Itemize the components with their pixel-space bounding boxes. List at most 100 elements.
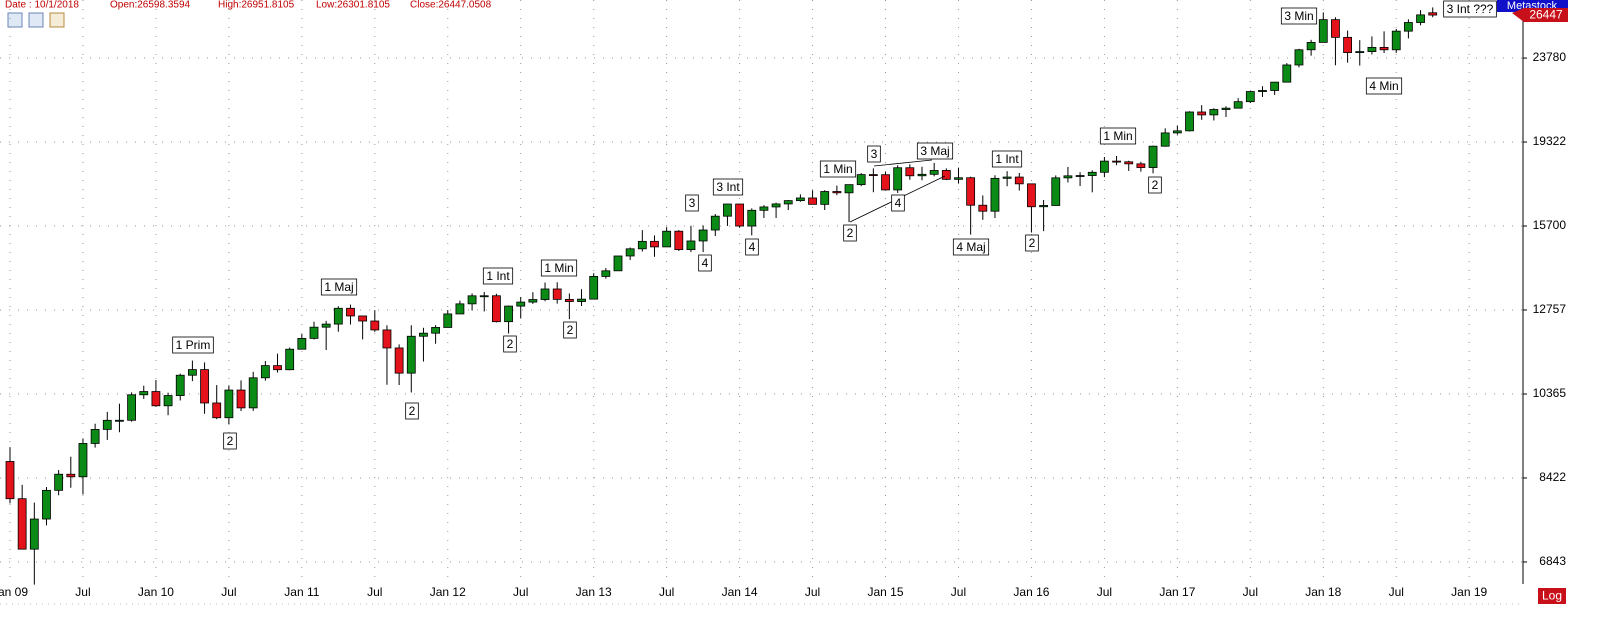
candle-body: [868, 174, 878, 176]
tool-icon[interactable]: [7, 12, 23, 28]
wave-label: 2: [507, 337, 514, 351]
candle-body: [893, 167, 903, 191]
wave-label-box: [1365, 77, 1403, 95]
candle-body: [917, 173, 927, 177]
candle-body: [236, 389, 246, 409]
candle-body: [978, 204, 988, 212]
candle-body: [224, 389, 234, 419]
candle-body: [406, 335, 416, 374]
x-tick-label: Jan 15: [868, 585, 904, 599]
candle-body: [1014, 176, 1024, 185]
candle-body: [796, 197, 805, 202]
toolbar[interactable]: [7, 12, 65, 28]
wave-label: 2: [409, 404, 416, 418]
wave-label: 2: [847, 226, 854, 240]
wave-label-box: [482, 267, 514, 285]
candle-body: [66, 473, 76, 478]
y-tick-label: 8422: [1539, 470, 1566, 484]
candle-body: [966, 177, 976, 206]
candle-body: [491, 295, 501, 323]
header-open: Open:26598.3594: [110, 0, 191, 11]
x-tick-label: Jan 18: [1305, 585, 1341, 599]
candle-body: [1136, 163, 1146, 168]
candle-body: [1404, 22, 1413, 32]
candle-body: [42, 489, 51, 520]
wave-label-box: [1280, 7, 1318, 25]
wave-label-box: [405, 402, 419, 420]
candle-body: [613, 255, 623, 272]
candle-body: [662, 230, 672, 248]
candle-body: [78, 443, 88, 478]
wave-label: 4: [895, 196, 902, 210]
wave-label: 4: [749, 240, 756, 254]
tool-icon[interactable]: [28, 12, 44, 28]
wave-label: 2: [567, 323, 574, 337]
candle-body: [1331, 19, 1340, 38]
wave-label-box: [503, 335, 517, 353]
candle-body: [479, 295, 489, 298]
candle-body: [1185, 111, 1194, 132]
wave-label-box: [563, 321, 577, 339]
y-tick-label: 23780: [1533, 50, 1567, 64]
wave-label: 4: [702, 256, 709, 270]
candle-body: [346, 307, 355, 317]
x-tick-label: Jul: [659, 585, 674, 599]
candle-body: [333, 307, 343, 325]
candle-body: [1282, 64, 1292, 83]
candle-body: [309, 326, 319, 339]
candle-body: [1148, 145, 1158, 168]
wave-label: 3 Int ???: [1447, 2, 1494, 16]
header-date: Date : 10/1/2018: [5, 0, 79, 11]
candle-body: [990, 177, 1000, 212]
candle-body: [552, 288, 562, 300]
candle-body: [637, 240, 647, 250]
candle-body: [941, 170, 951, 180]
x-tick-label: Jan 16: [1013, 585, 1049, 599]
candle-body: [17, 498, 27, 550]
wave-label-box: [685, 194, 699, 212]
candle-body: [650, 240, 659, 248]
candle-body: [200, 369, 209, 404]
x-tick-label: Jul: [1389, 585, 1404, 599]
last-price-arrow: [1512, 8, 1524, 22]
candle-body: [212, 402, 222, 419]
candle-body: [844, 184, 854, 194]
candle-body: [1075, 175, 1085, 177]
y-tick-label: 6843: [1539, 554, 1566, 568]
candle-body: [1416, 14, 1425, 23]
candle-body: [771, 203, 781, 208]
candle-body: [723, 203, 732, 217]
wave-label: 3 Int: [716, 180, 740, 194]
scale-label: Log: [1542, 589, 1562, 603]
candle-body: [589, 276, 599, 300]
wave-label: 1 Min: [1103, 129, 1132, 143]
candle-body: [954, 177, 963, 180]
candle-body: [625, 248, 635, 257]
header-low: Low:26301.8105: [316, 0, 390, 11]
candle-body: [698, 229, 708, 242]
candle-body: [54, 473, 64, 491]
last-price-label: 26447: [1529, 8, 1563, 22]
x-tick-label: Jan 10: [138, 585, 174, 599]
last-price-box: [1524, 8, 1568, 22]
y-tick-label: 19322: [1533, 134, 1567, 148]
candle-body: [1233, 101, 1243, 109]
candle-body: [783, 200, 793, 205]
candle-body: [1063, 175, 1073, 179]
wave-label-box: [745, 238, 759, 256]
trend-line: [873, 159, 933, 167]
tool-icon[interactable]: [49, 12, 65, 28]
candle-body: [577, 298, 586, 302]
candle-body: [1100, 160, 1109, 173]
wave-label: 1 Int: [995, 152, 1019, 166]
candle-body: [1367, 46, 1377, 52]
candle-body: [1027, 183, 1036, 208]
candle-body: [358, 315, 368, 322]
candle-body: [102, 419, 112, 430]
candle-body: [297, 337, 307, 350]
candle-body: [1051, 177, 1061, 206]
candle-body: [759, 206, 769, 211]
candle-body: [1039, 205, 1048, 208]
candle-body: [455, 303, 465, 315]
